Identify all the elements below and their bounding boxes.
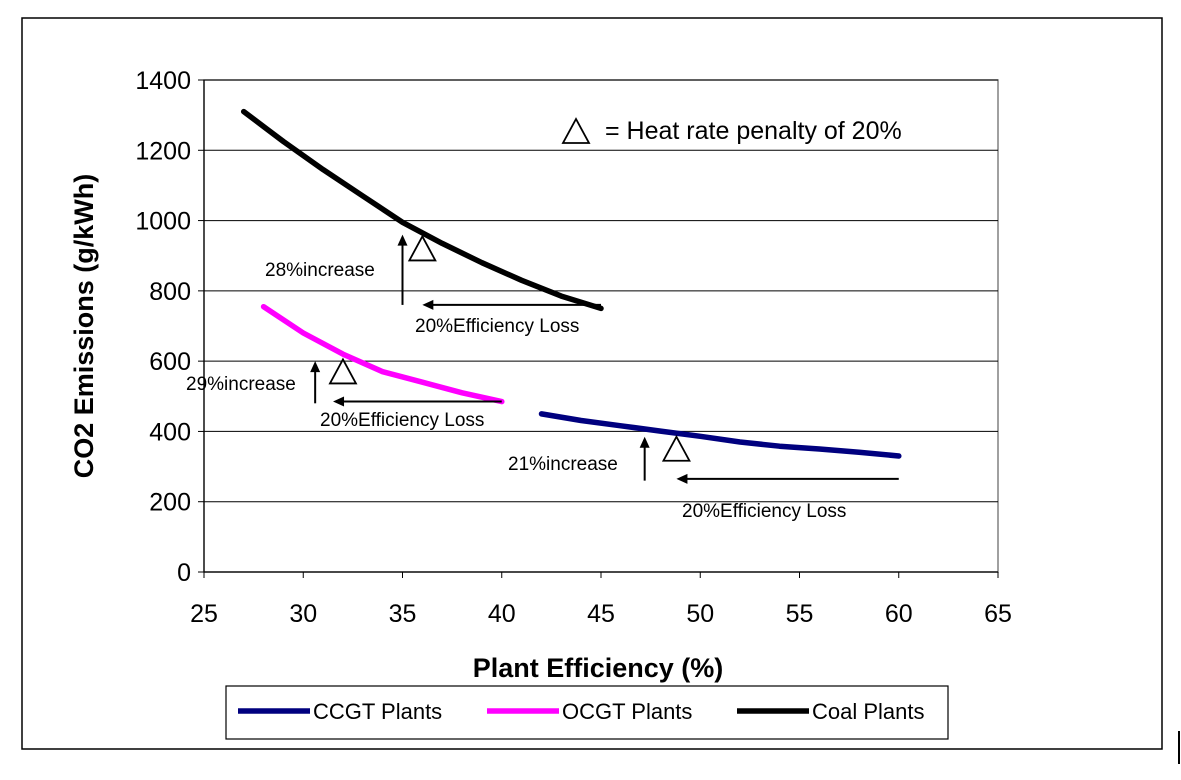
series-lines — [240, 108, 902, 459]
x-tick-labels: 25 30 35 40 45 50 55 60 65 — [190, 600, 1012, 628]
x-axis-title: Plant Efficiency (%) — [473, 653, 724, 683]
x-tick-label: 40 — [488, 600, 516, 628]
y-axis-title: CO2 Emissions (g/kWh) — [69, 174, 99, 479]
heat-rate-penalty-marker — [661, 434, 691, 462]
coal-plants-legend-label: Coal Plants — [812, 699, 925, 724]
heat-rate-penalty-marker — [407, 234, 437, 262]
coal-plants-line — [240, 108, 604, 312]
x-tick-label: 35 — [389, 600, 417, 628]
y-tick-label: 200 — [149, 489, 191, 517]
x-tick-label: 25 — [190, 600, 218, 628]
coal-loss-label: 20%Efficiency Loss — [415, 316, 579, 337]
ccgt-increase-label: 21%increase — [508, 454, 618, 475]
arrow-head — [676, 473, 688, 484]
arrow-head — [422, 299, 434, 310]
y-tick-labels: 0 200 400 600 800 1000 1200 1400 — [135, 67, 191, 587]
x-tick-label: 65 — [984, 600, 1012, 628]
marker-key-triangle-icon — [561, 117, 591, 144]
arrow-head — [639, 436, 650, 448]
annotation-arrows — [310, 234, 899, 484]
ocgt-plants-legend-label: OCGT Plants — [562, 699, 692, 724]
y-tick-label: 600 — [149, 348, 191, 376]
ccgt-plants-legend-label: CCGT Plants — [313, 699, 442, 724]
axes — [198, 79, 999, 578]
marker-key-label: = Heat rate penalty of 20% — [605, 117, 902, 145]
arrow-head — [397, 234, 408, 246]
ccgt-plants-line — [538, 411, 902, 459]
plot-area — [203, 79, 999, 573]
coal-increase-label: 28%increase — [265, 260, 375, 281]
x-tick-label: 30 — [289, 600, 317, 628]
ocgt-increase-label: 29%increase — [186, 374, 296, 395]
x-tick-label: 60 — [885, 600, 913, 628]
penalty-markers — [328, 234, 691, 462]
legend-box — [225, 685, 949, 740]
ocgt-loss-label: 20%Efficiency Loss — [320, 410, 484, 431]
ccgt-loss-label: 20%Efficiency Loss — [682, 501, 846, 522]
arrow-head — [310, 361, 321, 373]
legend: CCGT Plants OCGT Plants Coal Plants — [238, 699, 925, 724]
arrow-head — [333, 396, 345, 407]
heat-rate-penalty-marker — [328, 357, 358, 385]
ocgt-plants-line — [260, 303, 505, 405]
y-tick-label: 1400 — [135, 67, 191, 95]
y-tick-label: 1200 — [135, 137, 191, 165]
x-tick-label: 55 — [786, 600, 814, 628]
gridlines — [204, 79, 998, 503]
y-tick-label: 0 — [177, 559, 191, 587]
x-tick-label: 50 — [686, 600, 714, 628]
y-tick-label: 800 — [149, 278, 191, 306]
y-tick-label: 400 — [149, 418, 191, 446]
x-tick-label: 45 — [587, 600, 615, 628]
y-tick-label: 1000 — [135, 208, 191, 236]
